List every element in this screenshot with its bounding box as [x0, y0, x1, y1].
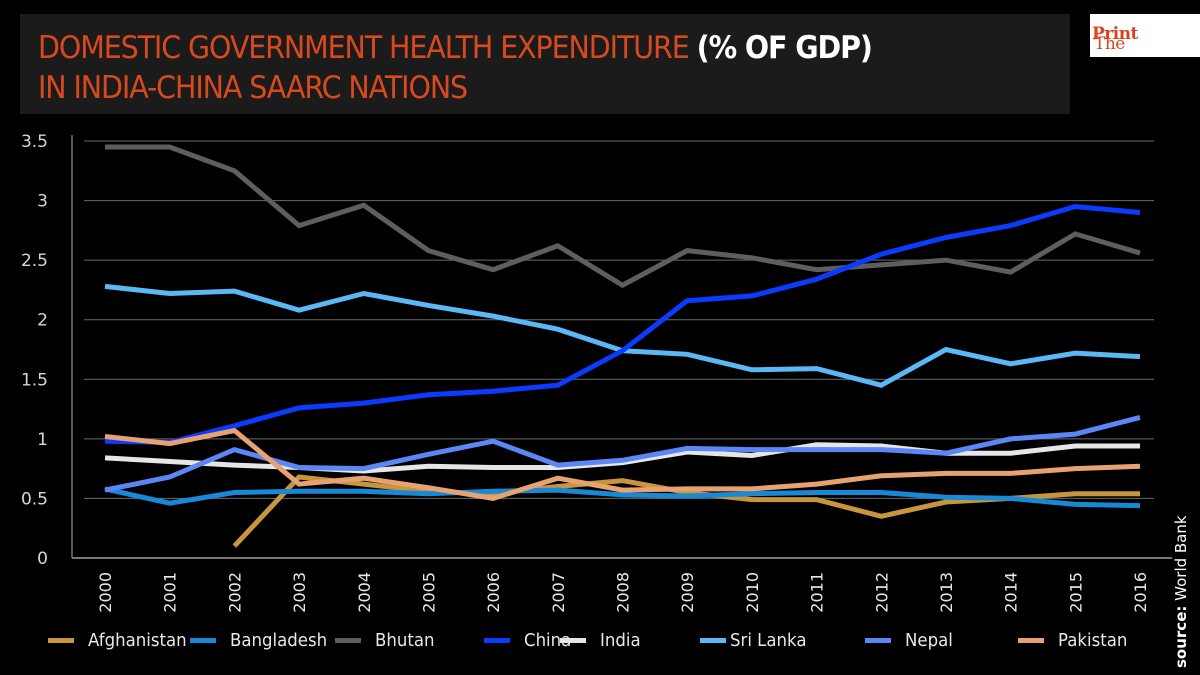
logo-part-the: The	[1094, 34, 1125, 54]
y-tick-label: 3.5	[21, 132, 48, 152]
legend: Afghanistan Bangladesh Bhutan China India Sri…	[0, 630, 1160, 660]
gridlines	[84, 140, 1154, 499]
axes	[71, 135, 1172, 559]
legend-label: Bhutan	[375, 630, 435, 651]
y-axis-ticks: 0 0.5 1 1.5 2 2.5 3 3.5	[21, 132, 48, 569]
x-tick-label: 2013	[937, 572, 956, 613]
legend-item-bangladesh: Bangladesh	[190, 630, 336, 651]
legend-swatch	[335, 638, 361, 643]
legend-item-afghanistan: Afghanistan	[48, 630, 195, 651]
legend-label: Nepal	[905, 630, 953, 651]
series-line-sri-lanka	[104, 283, 1141, 388]
x-tick-label: 2000	[96, 572, 115, 613]
legend-item-china: China	[484, 630, 575, 651]
x-tick-label: 2006	[484, 572, 503, 613]
chart-title-line-1: DOMESTIC GOVERNMENT HEALTH EXPENDITURE (…	[38, 30, 873, 66]
series-line-bhutan	[105, 144, 1141, 289]
legend-label: Sri Lanka	[730, 630, 807, 651]
logo-text: The Print	[1092, 24, 1138, 54]
series-line-bangladesh	[104, 486, 1141, 509]
logo-part-print: Print	[1092, 24, 1138, 44]
legend-label: India	[600, 630, 641, 651]
title-text: DOMESTIC GOVERNMENT HEALTH EXPENDITURE	[38, 30, 697, 66]
legend-item-bhutan: Bhutan	[335, 630, 440, 651]
x-tick-label: 2007	[549, 572, 568, 613]
x-tick-label: 2001	[161, 572, 180, 613]
source-note: source: World Bank	[1172, 515, 1190, 668]
y-tick-label: 2	[37, 311, 48, 331]
title-units: (% OF GDP)	[696, 30, 873, 66]
legend-item-sri-lanka: Sri Lanka	[700, 630, 813, 651]
legend-swatch	[190, 638, 216, 643]
y-tick-label: 1.5	[21, 370, 48, 390]
y-tick-label: 0.5	[21, 489, 48, 509]
x-tick-label: 2012	[872, 572, 891, 613]
x-axis-ticks: 2000 2001 2002 2003 2004 2005 2006 2007 2008 2009…	[96, 572, 1150, 613]
x-tick-label: 2015	[1066, 572, 1085, 613]
legend-item-nepal: Nepal	[865, 630, 957, 651]
legend-swatch	[48, 638, 74, 643]
x-tick-label: 2003	[290, 572, 309, 613]
legend-label: China	[524, 630, 572, 651]
y-tick-label: 3	[37, 192, 48, 212]
y-tick-label: 2.5	[21, 251, 48, 271]
legend-swatch	[865, 638, 891, 643]
legend-swatch	[484, 638, 510, 643]
y-tick-label: 1	[37, 430, 48, 450]
source-value: World Bank	[1172, 515, 1190, 606]
legend-item-india: India	[560, 630, 644, 651]
legend-label: Bangladesh	[230, 630, 328, 651]
theprint-logo[interactable]: The Print	[1090, 14, 1200, 57]
chart-title-line-2: IN INDIA-CHINA SAARC NATIONS	[38, 70, 468, 106]
legend-swatch	[700, 638, 726, 643]
source-label: source:	[1172, 605, 1190, 668]
x-tick-label: 2016	[1131, 572, 1150, 613]
series-line-nepal	[104, 414, 1141, 493]
x-tick-label: 2002	[225, 572, 244, 613]
legend-label: Pakistan	[1058, 630, 1128, 651]
y-tick-label: 0	[37, 549, 48, 569]
x-tick-label: 2005	[419, 572, 438, 613]
series-line-pakistan	[104, 427, 1141, 501]
x-tick-label: 2011	[808, 572, 827, 613]
x-tick-label: 2009	[678, 572, 697, 613]
legend-item-pakistan: Pakistan	[1018, 630, 1133, 651]
x-tick-label: 2004	[355, 572, 374, 613]
legend-swatch	[560, 638, 586, 643]
series-line-china	[104, 203, 1141, 445]
legend-swatch	[1018, 638, 1044, 643]
x-tick-label: 2010	[743, 572, 762, 613]
series-lines	[104, 144, 1141, 548]
title-panel: DOMESTIC GOVERNMENT HEALTH EXPENDITURE (…	[20, 14, 1070, 114]
x-tick-label: 2008	[614, 572, 633, 613]
x-tick-label: 2014	[1002, 572, 1021, 613]
legend-label: Afghanistan	[88, 630, 187, 651]
